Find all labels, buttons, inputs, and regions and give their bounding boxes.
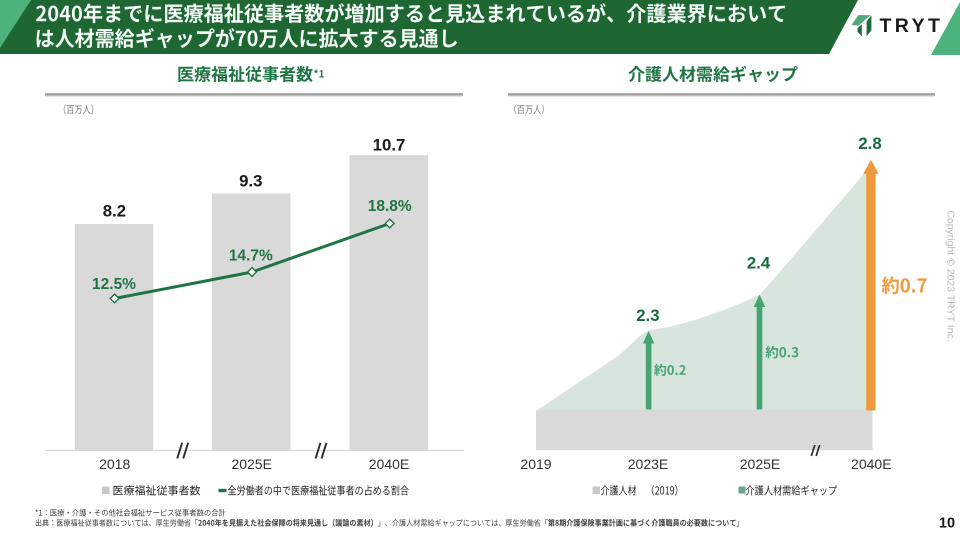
- svg-text:2.4: 2.4: [747, 254, 771, 273]
- svg-text:TRYT: TRYT: [880, 15, 944, 37]
- svg-text:Copyright © 2023 TRYT Inc.: Copyright © 2023 TRYT Inc.: [945, 210, 957, 341]
- svg-text:2.8: 2.8: [858, 134, 881, 153]
- svg-text:10.7: 10.7: [373, 135, 406, 154]
- svg-text:2040E: 2040E: [369, 456, 409, 472]
- svg-text:12.5%: 12.5%: [92, 276, 136, 293]
- svg-text:8.2: 8.2: [103, 201, 126, 220]
- svg-text:18.8%: 18.8%: [368, 198, 412, 215]
- svg-text:10: 10: [939, 515, 955, 531]
- svg-text:2019: 2019: [520, 456, 551, 472]
- svg-text:2040E: 2040E: [851, 456, 891, 472]
- svg-text:2025E: 2025E: [740, 456, 780, 472]
- svg-text:2018: 2018: [99, 456, 130, 472]
- svg-text:2023E: 2023E: [628, 456, 668, 472]
- svg-text:9.3: 9.3: [239, 172, 262, 191]
- svg-text:2025E: 2025E: [231, 456, 271, 472]
- svg-text:14.7%: 14.7%: [229, 248, 273, 265]
- svg-text:2.3: 2.3: [636, 306, 659, 325]
